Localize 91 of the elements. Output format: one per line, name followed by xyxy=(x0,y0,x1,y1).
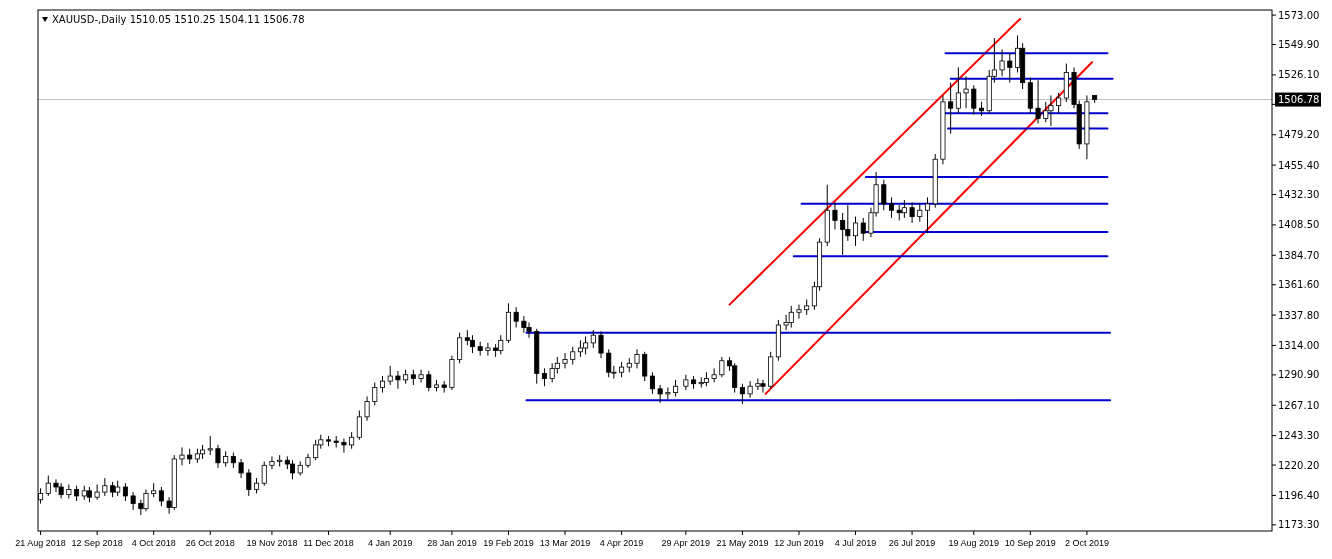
candlestick xyxy=(387,365,393,386)
x-tick-label: 19 Nov 2018 xyxy=(246,538,298,548)
candlestick xyxy=(246,468,252,497)
candlestick xyxy=(832,202,838,230)
candlestick xyxy=(683,374,689,391)
chart-title: XAUUSD-,Daily 1510.05 1510.25 1504.11 1506.78 xyxy=(52,14,305,25)
x-tick-label: 12 Sep 2018 xyxy=(71,538,123,548)
candlestick xyxy=(739,383,745,405)
candlestick xyxy=(289,459,296,480)
candlestick xyxy=(747,380,753,399)
x-tick-label: 28 Jan 2019 xyxy=(427,538,477,548)
candlestick xyxy=(649,371,655,395)
candlestick xyxy=(513,306,519,329)
candlestick xyxy=(909,202,915,224)
candlestick xyxy=(657,384,663,404)
x-tick-label: 19 Feb 2019 xyxy=(483,538,534,548)
x-tick-label: 12 Jun 2019 xyxy=(774,538,824,548)
y-tick-label: 1220.20 xyxy=(1278,459,1320,471)
x-tick-label: 26 Oct 2018 xyxy=(185,538,235,548)
y-tick-label: 1384.70 xyxy=(1278,249,1320,261)
candlestick xyxy=(158,486,164,507)
candlestick xyxy=(948,82,954,135)
y-tick-label: 1290.90 xyxy=(1278,369,1320,381)
candlestick xyxy=(711,367,717,383)
ref-line-label: 1506.78 xyxy=(1278,94,1320,106)
candlestick xyxy=(341,438,347,454)
x-tick-label: 29 Apr 2019 xyxy=(661,538,711,548)
x-tick-label: 4 Oct 2018 xyxy=(131,538,176,548)
candlestick xyxy=(277,454,283,468)
y-tick-label: 1267.10 xyxy=(1278,399,1320,411)
y-tick-label: 1526.10 xyxy=(1278,69,1320,81)
candlestick xyxy=(971,84,977,116)
y-tick-label: 1314.00 xyxy=(1278,339,1320,351)
candlestick xyxy=(269,455,275,470)
candlestick xyxy=(66,483,72,499)
candlestick xyxy=(364,395,370,422)
y-tick-label: 1243.30 xyxy=(1278,430,1320,442)
candlestick xyxy=(418,369,424,383)
candlestick xyxy=(1056,92,1062,114)
y-tick-label: 1173.30 xyxy=(1278,519,1320,531)
y-tick-label: 1549.90 xyxy=(1278,39,1320,51)
x-tick-label: 4 Jan 2019 xyxy=(367,538,413,548)
y-tick-label: 1337.80 xyxy=(1278,309,1320,321)
candlestick xyxy=(642,351,648,382)
y-tick-label: 1455.40 xyxy=(1278,159,1320,171)
candlestick xyxy=(665,387,671,400)
x-tick-label: 13 Mar 2019 xyxy=(539,538,591,548)
candlestick xyxy=(634,348,640,369)
y-tick-label: 1196.40 xyxy=(1278,489,1320,501)
candlestick xyxy=(955,66,961,114)
candlestick xyxy=(924,196,931,234)
candlestick xyxy=(261,460,267,487)
x-tick-label: 21 May 2019 xyxy=(716,538,769,548)
x-tick-label: 2 Oct 2019 xyxy=(1064,538,1109,548)
candlestick xyxy=(1007,52,1013,84)
x-tick-label: 19 Aug 2019 xyxy=(948,538,1000,548)
x-tick-label: 4 Apr 2019 xyxy=(599,538,644,548)
y-tick-label: 1361.60 xyxy=(1278,279,1320,291)
candlestick xyxy=(215,444,221,469)
candlestick xyxy=(372,381,378,406)
candlestick xyxy=(860,217,866,242)
candlestick xyxy=(889,196,895,219)
y-tick-label: 1573.00 xyxy=(1278,9,1320,21)
candlestick xyxy=(853,216,859,247)
candlestick xyxy=(598,330,604,359)
y-tick-label: 1479.20 xyxy=(1278,129,1320,141)
candlestick xyxy=(356,409,362,441)
candlestick xyxy=(796,304,802,320)
candlestick xyxy=(45,475,51,497)
y-tick-label: 1432.30 xyxy=(1278,189,1320,201)
candlestick xyxy=(94,483,100,501)
candlestick xyxy=(881,179,887,211)
x-tick-label: 21 Aug 2018 xyxy=(15,538,66,548)
candlestick xyxy=(963,75,969,109)
candlestick xyxy=(207,435,213,456)
candlestick xyxy=(457,332,463,364)
candlestick xyxy=(238,458,244,479)
candlestick xyxy=(395,370,401,390)
candlestick xyxy=(999,49,1005,77)
candlestick xyxy=(485,342,491,357)
candlestick xyxy=(130,491,136,511)
candlestick xyxy=(426,370,432,392)
x-tick-label: 10 Sep 2019 xyxy=(1004,538,1056,548)
y-tick-label: 1408.50 xyxy=(1278,219,1320,231)
candlestick xyxy=(1035,79,1041,125)
candlestick xyxy=(719,356,725,378)
x-tick-label: 11 Dec 2018 xyxy=(303,538,354,548)
x-tick-label: 4 Jul 2019 xyxy=(834,538,877,548)
candlestick xyxy=(562,352,568,369)
x-tick-label: 26 Jul 2019 xyxy=(888,538,936,548)
candlestick xyxy=(179,446,185,466)
